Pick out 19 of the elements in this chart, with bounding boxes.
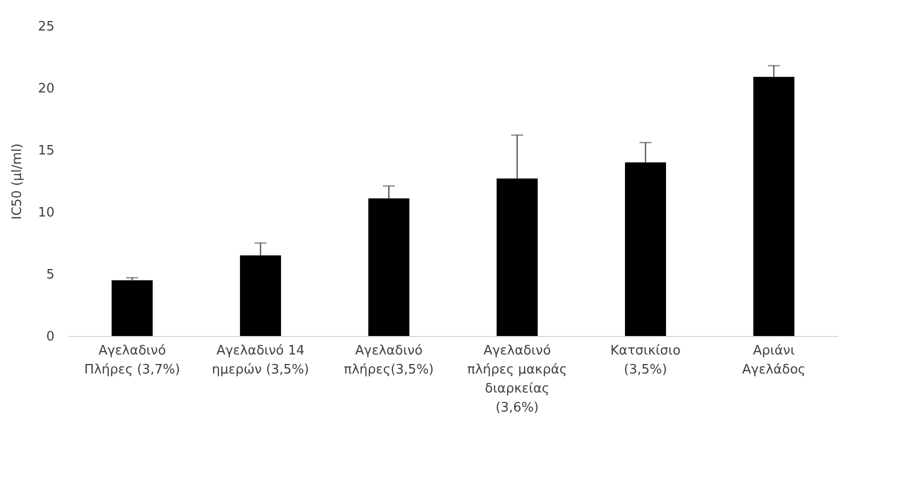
y-tick-label: 10 — [38, 206, 54, 220]
x-tick-label: Αγελαδινό πλήρες μακράς διαρκείας (3,6%) — [467, 344, 568, 416]
y-tick-label: 5 — [46, 268, 54, 282]
y-axis-title: IC50 (μl/ml) — [10, 143, 25, 220]
bar — [753, 76, 794, 336]
x-tick-label: Αγελαδινό 14 ημερών (3,5%) — [212, 344, 310, 378]
x-tick-label: Αριάνι Αγελάδος — [742, 344, 806, 378]
x-tick-label: Αγελαδινό Πλήρες (3,7%) — [84, 344, 180, 378]
bar — [368, 198, 410, 336]
x-tick-label: Αγελαδινό πλήρες(3,5%) — [344, 344, 434, 378]
bar — [496, 178, 538, 336]
y-tick-label: 15 — [38, 144, 54, 158]
bar — [624, 162, 666, 336]
y-tick-label: 0 — [46, 330, 54, 344]
bar — [240, 255, 282, 336]
bar — [112, 280, 153, 336]
y-tick-label: 20 — [38, 82, 54, 96]
x-tick-label: Κατσικίσιο (3,5%) — [610, 344, 681, 378]
y-tick-label: 25 — [38, 20, 54, 34]
